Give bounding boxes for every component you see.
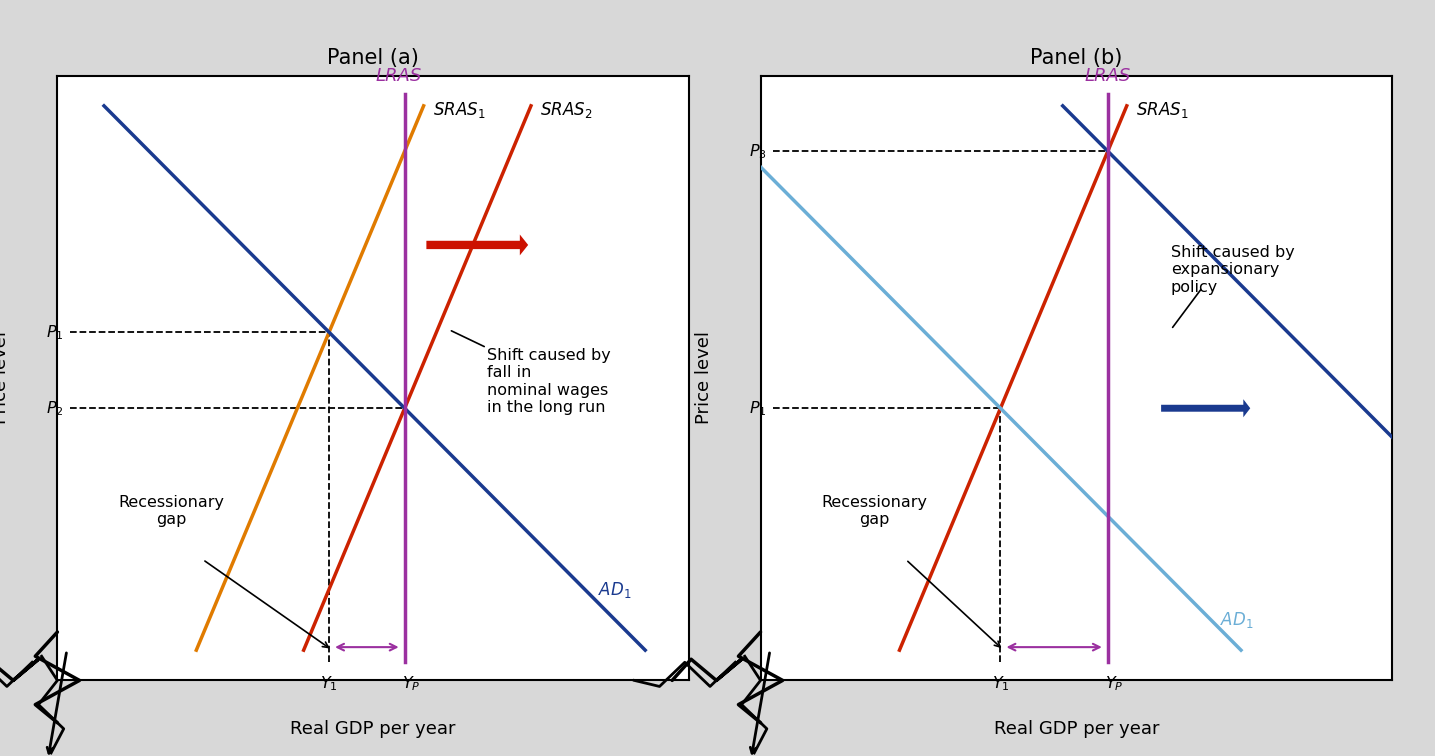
- Text: $P_1$: $P_1$: [749, 399, 766, 417]
- Text: Shift caused by
expansionary
policy: Shift caused by expansionary policy: [1171, 245, 1294, 295]
- Text: $SRAS_2$: $SRAS_2$: [541, 100, 593, 119]
- Text: Recessionary
gap: Recessionary gap: [118, 495, 224, 527]
- Text: $Y_P$: $Y_P$: [1105, 674, 1124, 693]
- Title: Panel (a): Panel (a): [327, 48, 419, 69]
- Text: $Y_1$: $Y_1$: [992, 674, 1009, 693]
- Text: Price level: Price level: [0, 331, 10, 425]
- Text: $AD_1$: $AD_1$: [1220, 610, 1254, 630]
- Text: $P_3$: $P_3$: [749, 142, 766, 160]
- Text: LRAS: LRAS: [375, 67, 422, 85]
- Text: Price level: Price level: [695, 331, 713, 425]
- Title: Panel (b): Panel (b): [1030, 48, 1122, 69]
- Text: $P_1$: $P_1$: [46, 323, 63, 342]
- Text: $Y_P$: $Y_P$: [402, 674, 420, 693]
- Text: Real GDP per year: Real GDP per year: [993, 720, 1159, 738]
- Text: Recessionary
gap: Recessionary gap: [821, 495, 927, 527]
- Text: Shift caused by
fall in
nominal wages
in the long run: Shift caused by fall in nominal wages in…: [486, 348, 610, 415]
- Text: $SRAS_1$: $SRAS_1$: [433, 100, 485, 119]
- Text: $AD_1$: $AD_1$: [598, 580, 631, 600]
- Text: $P_2$: $P_2$: [46, 399, 63, 417]
- Text: LRAS: LRAS: [1085, 67, 1131, 85]
- Text: $Y_1$: $Y_1$: [320, 674, 339, 693]
- Text: $SRAS_1$: $SRAS_1$: [1137, 100, 1188, 119]
- Text: Real GDP per year: Real GDP per year: [290, 720, 456, 738]
